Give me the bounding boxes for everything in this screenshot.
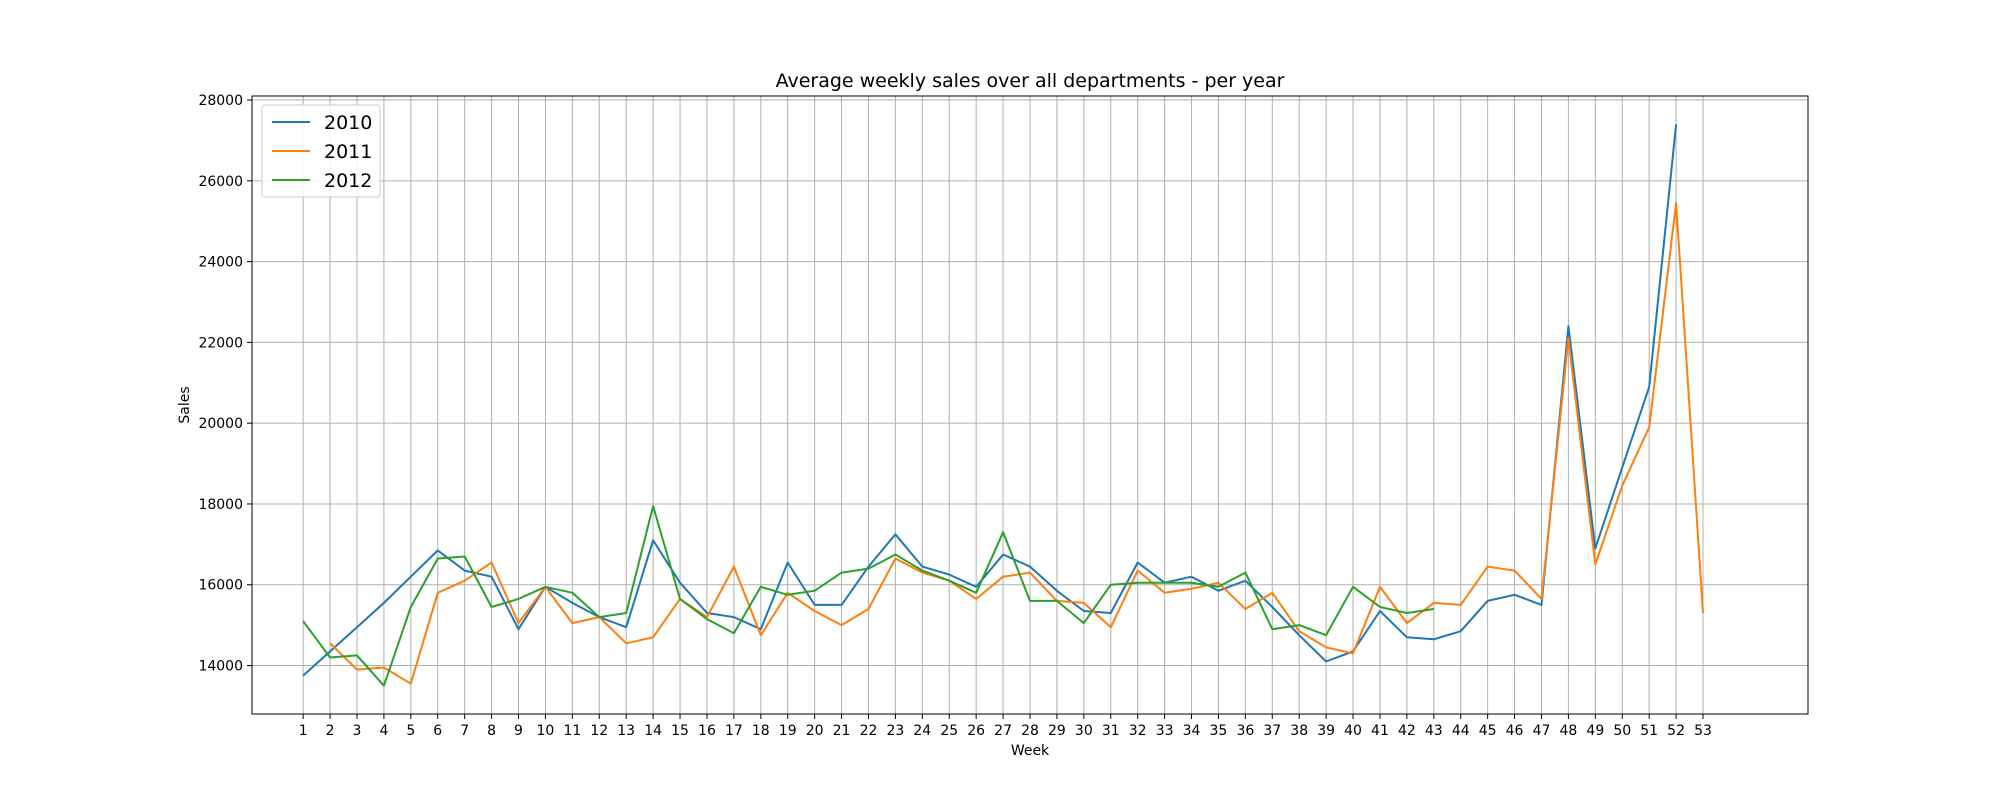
x-tick-label: 25 bbox=[940, 723, 958, 739]
x-tick-label: 50 bbox=[1613, 723, 1631, 739]
x-tick-label: 37 bbox=[1263, 723, 1281, 739]
y-tick-label: 26000 bbox=[198, 174, 243, 190]
x-tick-label: 19 bbox=[779, 723, 797, 739]
x-tick-label: 5 bbox=[406, 723, 415, 739]
y-axis-ticks: 14000 16000 18000 20000 22000 24000 26000 28000 bbox=[198, 93, 252, 675]
legend-label-2011: 2011 bbox=[324, 141, 372, 163]
x-tick-label: 20 bbox=[806, 723, 824, 739]
x-tick-label: 30 bbox=[1075, 723, 1093, 739]
x-tick-label: 29 bbox=[1048, 723, 1066, 739]
x-tick-label: 23 bbox=[886, 723, 904, 739]
x-tick-label: 9 bbox=[514, 723, 523, 739]
x-tick-label: 47 bbox=[1533, 723, 1551, 739]
x-tick-label: 42 bbox=[1398, 723, 1416, 739]
x-tick-label: 13 bbox=[617, 723, 635, 739]
x-tick-label: 45 bbox=[1479, 723, 1497, 739]
x-tick-label: 3 bbox=[353, 723, 362, 739]
x-tick-label: 17 bbox=[725, 723, 743, 739]
legend: 2010 2011 2012 bbox=[261, 104, 381, 198]
x-axis-label: Week bbox=[1011, 743, 1050, 759]
x-tick-label: 52 bbox=[1667, 723, 1685, 739]
series-line-2012 bbox=[302, 505, 1434, 687]
series-line-2011 bbox=[329, 202, 1704, 685]
x-tick-label: 7 bbox=[460, 723, 469, 739]
x-tick-label: 24 bbox=[913, 723, 931, 739]
y-tick-label: 28000 bbox=[198, 93, 243, 109]
y-tick-label: 14000 bbox=[198, 659, 243, 675]
x-tick-label: 26 bbox=[967, 723, 985, 739]
x-tick-label: 38 bbox=[1290, 723, 1308, 739]
x-tick-label: 39 bbox=[1317, 723, 1335, 739]
x-tick-label: 44 bbox=[1452, 723, 1470, 739]
x-tick-label: 35 bbox=[1210, 723, 1228, 739]
x-tick-label: 14 bbox=[644, 723, 662, 739]
x-tick-label: 6 bbox=[433, 723, 442, 739]
legend-label-2012: 2012 bbox=[324, 170, 372, 192]
x-tick-label: 32 bbox=[1129, 723, 1147, 739]
legend-box bbox=[261, 104, 381, 198]
x-tick-label: 49 bbox=[1586, 723, 1604, 739]
grid-lines bbox=[252, 96, 1808, 714]
x-tick-label: 12 bbox=[590, 723, 608, 739]
y-tick-label: 24000 bbox=[198, 255, 243, 271]
y-axis-label: Sales bbox=[177, 386, 193, 423]
x-tick-label: 8 bbox=[487, 723, 496, 739]
x-tick-label: 15 bbox=[671, 723, 689, 739]
x-tick-label: 21 bbox=[833, 723, 851, 739]
series-line-2010 bbox=[302, 124, 1678, 677]
x-tick-label: 2 bbox=[326, 723, 335, 739]
x-tick-label: 1 bbox=[299, 723, 308, 739]
chart-title: Average weekly sales over all department… bbox=[776, 70, 1285, 92]
x-tick-label: 31 bbox=[1102, 723, 1120, 739]
x-tick-label: 10 bbox=[537, 723, 555, 739]
x-tick-label: 51 bbox=[1640, 723, 1658, 739]
x-tick-label: 28 bbox=[1021, 723, 1039, 739]
x-tick-label: 16 bbox=[698, 723, 716, 739]
x-axis-ticks: 1 2 3 4 5 6 7 8 9 10 11 12 13 14 15 16 17 18 19 20 21 22 23 24 2… bbox=[299, 714, 1712, 739]
x-tick-label: 53 bbox=[1694, 723, 1712, 739]
x-tick-label: 46 bbox=[1506, 723, 1524, 739]
x-tick-label: 33 bbox=[1156, 723, 1174, 739]
x-tick-label: 41 bbox=[1371, 723, 1389, 739]
x-tick-label: 4 bbox=[379, 723, 388, 739]
x-tick-label: 22 bbox=[860, 723, 878, 739]
y-tick-label: 20000 bbox=[198, 416, 243, 432]
y-tick-label: 18000 bbox=[198, 497, 243, 513]
x-tick-label: 36 bbox=[1236, 723, 1254, 739]
x-tick-label: 40 bbox=[1344, 723, 1362, 739]
legend-label-2010: 2010 bbox=[324, 112, 372, 134]
x-tick-label: 11 bbox=[563, 723, 581, 739]
x-tick-label: 18 bbox=[752, 723, 770, 739]
x-tick-label: 27 bbox=[994, 723, 1012, 739]
y-tick-label: 16000 bbox=[198, 578, 243, 594]
x-tick-label: 43 bbox=[1425, 723, 1443, 739]
x-tick-label: 48 bbox=[1559, 723, 1577, 739]
series-lines bbox=[302, 124, 1704, 687]
x-tick-label: 34 bbox=[1183, 723, 1201, 739]
y-tick-label: 22000 bbox=[198, 335, 243, 351]
